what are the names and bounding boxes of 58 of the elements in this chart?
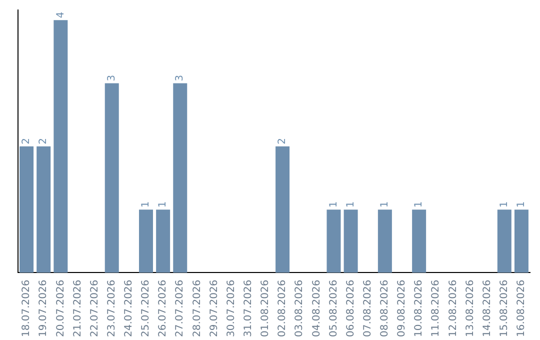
x-tick-label: 23.07.2026 (106, 280, 118, 338)
data-label: 4 (55, 12, 66, 18)
data-label: 1 (414, 201, 425, 208)
data-label: 1 (158, 201, 169, 208)
x-tick-label: 27.07.2026 (174, 280, 186, 338)
x-tick-label: 11.08.2026 (430, 280, 442, 338)
bar (412, 210, 426, 273)
x-tick-label: 09.08.2026 (396, 280, 408, 338)
x-tick-label: 16.08.2026 (516, 280, 528, 338)
x-tick-label: 25.07.2026 (140, 280, 152, 338)
bar (156, 210, 170, 273)
data-label: 3 (174, 74, 186, 82)
bar (344, 210, 358, 273)
x-tick-label: 15.08.2026 (498, 280, 510, 338)
bar (173, 83, 188, 273)
bar (104, 83, 119, 273)
x-tick-label: 14.08.2026 (482, 280, 493, 338)
x-tick-label: 19.07.2026 (38, 280, 50, 338)
x-tick-label: 30.07.2026 (226, 280, 237, 338)
x-tick-label: 01.08.2026 (260, 280, 272, 338)
bar (497, 210, 512, 273)
data-label: 3 (106, 74, 118, 82)
x-tick-label: 07.08.2026 (362, 280, 374, 338)
x-tick-label: 20.07.2026 (55, 280, 66, 338)
x-tick-label: 31.07.2026 (242, 280, 254, 338)
x-tick-label: 21.07.2026 (72, 280, 84, 338)
x-tick-label: 29.07.2026 (208, 280, 220, 338)
bar (54, 20, 68, 273)
data-label: 1 (140, 201, 152, 208)
x-tick-label: 22.07.2026 (89, 280, 100, 338)
bar (139, 210, 153, 273)
bar (326, 210, 341, 273)
data-label: 1 (345, 201, 356, 208)
x-tick-label: 02.08.2026 (277, 280, 288, 338)
x-tick-label: 08.08.2026 (380, 280, 391, 338)
data-label: 1 (516, 201, 528, 208)
data-label: 2 (21, 138, 32, 144)
x-tick-label: 03.08.2026 (294, 280, 306, 338)
data-label: 1 (328, 201, 340, 208)
x-tick-label: 24.07.2026 (124, 280, 135, 338)
bar (378, 210, 392, 273)
x-tick-label: 06.08.2026 (345, 280, 356, 338)
data-label: 2 (277, 138, 288, 144)
data-label: 1 (498, 201, 510, 208)
x-tick-label: 26.07.2026 (158, 280, 169, 338)
x-tick-label: 05.08.2026 (328, 280, 340, 338)
bar (36, 146, 51, 273)
bar (276, 146, 290, 273)
bar (20, 146, 34, 273)
bar (514, 210, 528, 273)
data-label: 1 (380, 201, 391, 208)
x-tick-label: 12.08.2026 (448, 280, 459, 338)
data-label: 2 (38, 138, 50, 144)
x-tick-label: 18.07.2026 (21, 280, 32, 338)
x-tick-label: 13.08.2026 (464, 280, 476, 338)
x-tick-label: 04.08.2026 (311, 280, 322, 338)
x-tick-label: 28.07.2026 (192, 280, 203, 338)
x-tick-label: 10.08.2026 (414, 280, 425, 338)
